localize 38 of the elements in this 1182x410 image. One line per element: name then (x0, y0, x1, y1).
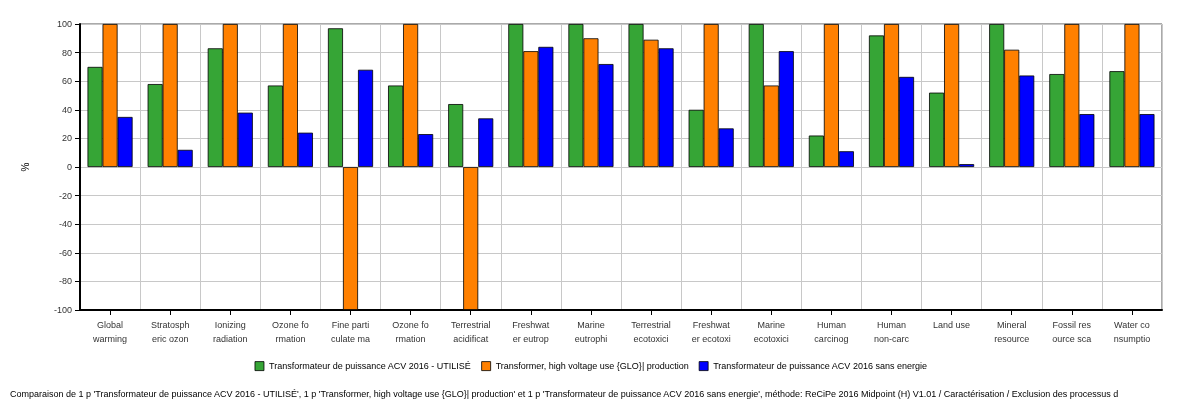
bar (358, 69, 374, 167)
x-tick-label: Freshwat er ecotoxi (691, 320, 731, 344)
legend-label: Transformer, high voltage use {GLO}| production (495, 361, 689, 372)
y-tick-label: -80 (58, 276, 72, 287)
y-tick-label: 20 (61, 133, 72, 144)
x-tick-label: Global warming (92, 320, 128, 344)
y-axis-title: % (19, 162, 31, 172)
bar (448, 104, 464, 167)
y-tick-label: 0 (66, 162, 72, 172)
x-tick-label: Water co nsumptio (1113, 320, 1151, 344)
y-tick-label: 80 (61, 47, 72, 58)
y-tick-label: 100 (56, 19, 72, 29)
x-tick-label: Marine ecotoxici (753, 320, 789, 344)
x-tick-label: Ozone fo rmation (392, 320, 429, 344)
bar (478, 118, 494, 167)
y-tick-label: 60 (61, 76, 72, 87)
y-tick-label: -40 (58, 219, 72, 230)
x-tick-label: Fine parti culate ma (330, 320, 371, 344)
x-tick-label: Fossil res ource sca (1052, 320, 1092, 344)
y-tick-label: -20 (58, 190, 72, 201)
x-tick-label: Ozone fo rmation (272, 320, 309, 344)
y-tick-label: 40 (61, 104, 72, 115)
x-tick-label: Terrestrial ecotoxici (631, 320, 671, 344)
x-tick-label: Stratosph eric ozon (150, 320, 190, 344)
x-tick-label: Marine eutrophi (574, 320, 608, 344)
x-tick-label: Ionizing radiation (213, 320, 248, 344)
x-tick-label: Human carcinog (814, 320, 849, 344)
legend-label: Transformateur de puissance ACV 2016 sans energie (713, 361, 927, 372)
y-tick-label: -60 (58, 247, 72, 258)
x-tick-label: Freshwat er eutrop (512, 320, 550, 344)
y-tick-label: -100 (53, 305, 72, 315)
x-tick-label: Human non-carc (873, 320, 910, 344)
x-tick-label: Mineral resource (994, 320, 1030, 344)
bar (327, 28, 343, 167)
text: Comparaison de 1 p 'Transformateur de puissance ACV 2016 - UTILISÉ', 1 p 'Transformer, high voltage use {GLO}| production' et 1 p 'Transformateur de puissance ACV 2016 sans energie', méthode: ReCiPe 2016 Midpoint (H) V1.01 / Caractérisation / Exclusion des processus d (10, 388, 1119, 399)
x-tick-label: Land use (933, 320, 971, 330)
x-tick-label: Terrestrial acidificat (450, 320, 491, 344)
legend-label: Transformateur de puissance ACV 2016 - UTILISÉ (268, 361, 471, 372)
